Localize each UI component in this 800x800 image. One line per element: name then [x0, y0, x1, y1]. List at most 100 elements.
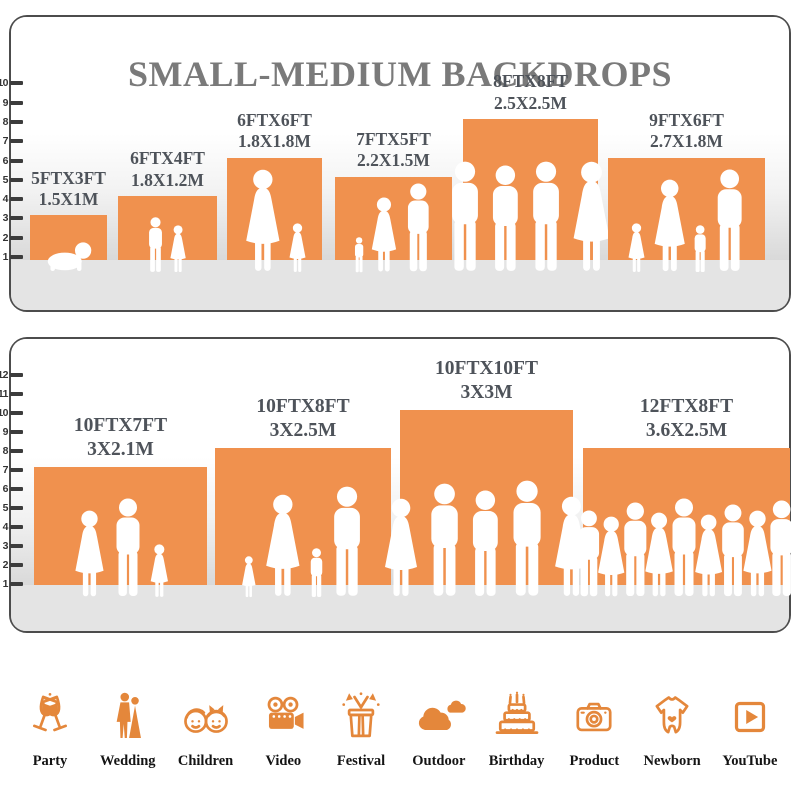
person-woman-silhouette [742, 510, 772, 597]
axis-tick-label: 2 [2, 559, 9, 571]
bar-size-label: 5FTX3FT 1.5X1M [31, 168, 106, 211]
backdrop-bar-5ftx3ft: 5FTX3FT 1.5X1M [30, 168, 107, 271]
backdrop-bar-10ftx7ft: 10FTX7FT 3X2.1M [34, 415, 207, 597]
bar-size-m: 2.5X2.5M [494, 92, 567, 113]
person-woman-silhouette [266, 494, 300, 596]
backdrop-bar-9ftx6ft: 9FTX6FT 2.7X1.8M [608, 110, 765, 273]
person-woman-silhouette [385, 498, 418, 596]
category-label: Party [32, 753, 68, 769]
person-girl-silhouette [170, 225, 187, 273]
axis-tick-label: 8 [2, 115, 9, 128]
bar-size-m: 1.5X1M [38, 189, 99, 210]
axis-tick-mark [10, 100, 23, 105]
category-label: Festival [336, 753, 386, 769]
axis-tick-mark [10, 255, 23, 259]
axis-tick-mark [10, 563, 23, 567]
axis-tick-label: 10 [0, 77, 9, 90]
page-title: SMALL-MEDIUM BACKDROPS [127, 54, 672, 94]
bar-size-ft: 10FTX8FT [256, 396, 350, 418]
category-video: Video [247, 690, 319, 770]
category-label: Birthday [488, 753, 545, 769]
category-children: Children [170, 690, 242, 770]
axis-tick-label: 1 [2, 251, 9, 263]
person-man-silhouette [770, 500, 794, 597]
backdrop-bar-6ftx6ft: 6FTX6FT 1.8X1.8M [227, 110, 322, 272]
bar-size-label: 7FTX5FT 2.2X1.5M [356, 129, 431, 172]
people-silhouettes [573, 498, 800, 598]
axis-tick-mark [10, 544, 23, 548]
bar-size-ft: 10FTX7FT [73, 415, 168, 437]
bar-size-ft: 6FTX6FT [237, 109, 312, 130]
axis-tick-mark [10, 468, 23, 472]
person-man-silhouette [579, 510, 600, 597]
people-silhouettes [20, 239, 117, 273]
category-wedding: Wedding [92, 690, 164, 770]
person-girl-silhouette [289, 223, 306, 272]
person-man-silhouette [116, 498, 140, 596]
bar-size-m: 2.7X1.8M [650, 131, 723, 152]
people-silhouettes [24, 498, 217, 598]
party-icon [23, 690, 77, 744]
person-woman-silhouette [245, 169, 280, 271]
backdrop-panel-bottom: 12345678910111210FTX7FT3X2.1M 10FTX8FT3X… [0, 337, 794, 633]
person-man-silhouette [513, 480, 541, 596]
axis-tick-label: 11 [0, 388, 9, 400]
bar-size-ft: 7FTX5FT [356, 129, 431, 150]
bar-size-label: 9FTX6FT 2.7X1.8M [649, 110, 724, 153]
person-woman-silhouette [372, 197, 397, 272]
axis-tick-mark [10, 119, 23, 124]
person-man-silhouette [473, 490, 498, 596]
bar-size-label: 12FTX8FT 3.6X2.5M [640, 395, 733, 443]
axis-tick-label: 1 [2, 578, 9, 590]
axis-tick-label: 4 [2, 193, 9, 206]
bar-size-ft: 12FTX8FT [639, 396, 734, 418]
person-man-silhouette [721, 504, 744, 597]
birthday-icon [490, 690, 544, 744]
backdrop-bar-12ftx8ft: 12FTX8FT 3.6X2.5M [579, 396, 794, 597]
panel-floor [11, 260, 789, 310]
axis-tick-label: 7 [2, 464, 9, 476]
bar-size-m: 1.8X1.8M [238, 131, 311, 152]
person-woman-silhouette [598, 516, 625, 597]
axis-tick-label: 5 [2, 502, 9, 514]
category-newborn: Newborn [636, 690, 708, 770]
person-boy-silhouette [149, 217, 163, 272]
backdrop-bar-10ftx8ft: 10FTX8FT 3X2.5M [215, 396, 391, 598]
bar-size-label: 10FTX8FT 3X2.5M [256, 395, 349, 443]
bar-size-label: 10FTX10FT 3X3M [435, 357, 538, 405]
axis-tick-label: 12 [0, 369, 9, 381]
category-product: Product [558, 690, 630, 770]
category-birthday: Birthday [481, 690, 553, 770]
bar-size-m: 1.8X1.2M [131, 169, 204, 190]
newborn-icon [645, 690, 699, 744]
category-label: Newborn [643, 753, 701, 769]
axis-tick-label: 3 [2, 212, 9, 225]
bar-size-ft: 9FTX6FT [649, 109, 724, 130]
people-silhouettes [385, 480, 588, 598]
person-man-silhouette [533, 161, 559, 271]
category-party: Party [14, 690, 86, 770]
wedding-icon [101, 690, 155, 744]
bar-size-label: 10FTX7FT 3X2.1M [74, 414, 167, 462]
person-woman-silhouette [654, 179, 685, 272]
person-woman-silhouette [645, 512, 673, 597]
axis-tick-mark [10, 430, 23, 434]
axis-tick-label: 5 [2, 173, 9, 186]
axis-tick-mark [10, 197, 23, 202]
category-festival: Festival [325, 690, 397, 770]
outdoor-icon [412, 690, 466, 744]
axis-tick-mark [10, 81, 23, 86]
axis-tick-mark [10, 373, 23, 377]
axis-tick-label: 6 [2, 483, 9, 495]
backdrop-bar-6ftx4ft: 6FTX4FT 1.8X1.2M [118, 148, 217, 273]
category-label: Video [265, 753, 302, 769]
people-silhouettes [452, 161, 610, 273]
axis-tick-label: 6 [2, 154, 9, 167]
axis-tick-label: 9 [2, 96, 9, 109]
axis-tick-mark [10, 506, 23, 510]
axis-tick-mark [10, 449, 23, 453]
people-silhouettes [598, 169, 775, 273]
bar-size-m: 3X3M [460, 382, 513, 404]
bar-size-label: 8FTX8FT 2.5X2.5M [493, 71, 568, 114]
axis-tick-label: 10 [0, 407, 9, 419]
